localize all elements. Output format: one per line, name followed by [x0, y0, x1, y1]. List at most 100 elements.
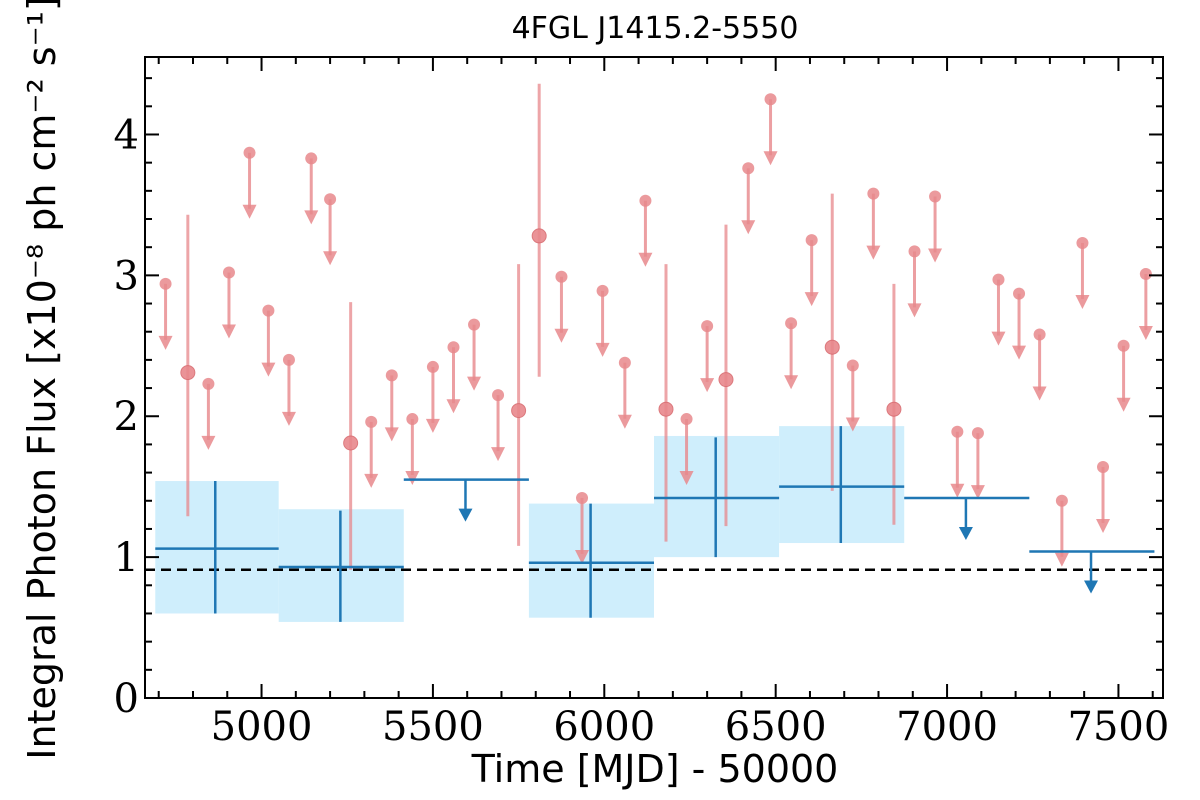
axes: 5000 5500 6000 6500 7000 7500 0 1 2 3 4 — [114, 56, 1170, 750]
fine-bin-upper-limit-arrow — [261, 362, 276, 377]
fine-bin-upper-limit-arrow — [384, 427, 399, 442]
fine-bin-upper-limit-arrow — [575, 549, 590, 564]
fine-bin-upper-limit-point — [1055, 494, 1068, 507]
x-axis-label: Time [MJD] - 50000 — [471, 747, 839, 791]
fine-bin-upper-limit-arrow — [1096, 518, 1111, 533]
y-tick-label: 3 — [114, 253, 139, 299]
fine-bin-upper-limit-arrow — [700, 378, 715, 393]
fine-bin-point — [718, 372, 734, 388]
fine-bin-upper-limit-point — [447, 341, 460, 354]
fine-bin-upper-limit-point — [929, 190, 942, 203]
data-marks — [145, 83, 1163, 622]
fine-bin-point — [511, 403, 527, 419]
fine-bin-point — [531, 228, 547, 244]
fine-bin-upper-limit-point — [1139, 267, 1152, 280]
fine-bin-upper-limit-point — [846, 359, 859, 372]
fine-bin-upper-limit-arrow — [425, 418, 440, 433]
fine-bin-upper-limit-arrow — [554, 328, 569, 343]
fine-bin-upper-limit-point — [618, 356, 631, 369]
fine-bin-upper-limit-arrow — [242, 204, 257, 219]
x-tick-label: 6000 — [553, 704, 655, 750]
fine-bin-point — [343, 435, 359, 451]
fine-bin-upper-limit-point — [282, 353, 295, 366]
fine-bin-upper-limit-arrow — [991, 331, 1006, 346]
fine-bin-upper-limit-arrow — [1075, 294, 1090, 309]
y-tick-label: 0 — [114, 676, 139, 722]
coarse-bin-upper-limit-arrow — [958, 526, 973, 540]
fine-bin-upper-limit-arrow — [845, 417, 860, 432]
x-tick-label: 7500 — [1068, 704, 1170, 750]
fine-bin-upper-limit-arrow — [281, 411, 296, 426]
fine-bin-upper-limit-point — [785, 317, 798, 330]
fine-bin-upper-limit-arrow — [405, 471, 420, 486]
fine-bin-upper-limit-point — [596, 284, 609, 297]
fine-bin-upper-limit-arrow — [866, 245, 881, 260]
fine-bin-upper-limit-point — [365, 415, 378, 428]
fine-bin-upper-limit-arrow — [928, 248, 943, 263]
fine-bin-upper-limit-point — [262, 304, 275, 317]
fine-bin-upper-limit-arrow — [158, 335, 173, 350]
fine-bin-upper-limit-point — [971, 427, 984, 440]
fine-bin-upper-limit-arrow — [970, 485, 985, 500]
fine-bin-upper-limit-arrow — [784, 375, 799, 390]
fine-bin-upper-limit-point — [406, 413, 419, 426]
y-tick-label: 1 — [114, 535, 139, 581]
fine-bin-upper-limit-arrow — [804, 292, 819, 307]
fine-bin-upper-limit-point — [576, 491, 589, 504]
fine-bin-upper-limit-point — [1033, 328, 1046, 341]
fine-bin-upper-limit-point — [1117, 339, 1130, 352]
fine-bin-upper-limit-point — [324, 193, 337, 206]
fine-bin-upper-limit-arrow — [1138, 325, 1153, 340]
fine-bin-upper-limit-point — [1097, 460, 1110, 473]
fine-bin-upper-limit-point — [468, 318, 481, 331]
y-tick-label: 2 — [114, 394, 139, 440]
fine-bin-upper-limit-point — [867, 187, 880, 200]
fine-bin-upper-limit-point — [243, 146, 256, 159]
fine-bin-upper-limit-arrow — [763, 151, 778, 166]
fine-bin-upper-limit-arrow — [679, 471, 694, 486]
fine-bin-upper-limit-arrow — [1032, 386, 1047, 401]
fine-bin-upper-limit-arrow — [221, 324, 236, 339]
fine-bin-upper-limit-arrow — [595, 342, 610, 357]
fine-bin-upper-limit-point — [1076, 236, 1089, 249]
fine-bin-upper-limit-point — [805, 234, 818, 247]
fine-bin-upper-limit-point — [385, 369, 398, 382]
fine-bin-upper-limit-point — [159, 277, 172, 290]
x-tick-label: 5000 — [211, 704, 313, 750]
fine-bin-upper-limit-arrow — [617, 414, 632, 429]
fine-bin-upper-limit-point — [908, 245, 921, 258]
x-tick-label: 7000 — [896, 704, 998, 750]
fine-bin-upper-limit-point — [951, 425, 964, 438]
fine-bin-upper-limit-arrow — [323, 251, 338, 266]
fine-bin-upper-limit-point — [202, 377, 215, 390]
fine-bin-upper-limit-point — [222, 266, 235, 279]
fine-bin-upper-limit-point — [764, 93, 777, 106]
y-axis-label: Integral Photon Flux [x10⁻⁸ ph cm⁻² s⁻¹] — [20, 0, 64, 760]
fine-bin-point — [886, 401, 902, 417]
fine-bin-upper-limit-point — [492, 389, 505, 402]
fine-bin-upper-limit-arrow — [1054, 552, 1069, 567]
fine-bin-upper-limit-arrow — [1116, 397, 1131, 412]
fine-bin-upper-limit-point — [701, 320, 714, 333]
fine-bin-upper-limit-arrow — [304, 210, 319, 225]
fine-bin-upper-limit-arrow — [467, 376, 482, 391]
fine-bin-upper-limit-arrow — [741, 220, 756, 235]
fine-bin-upper-limit-point — [680, 413, 693, 426]
fine-bin-upper-limit-arrow — [364, 473, 379, 488]
plot-frame — [144, 56, 1164, 699]
fine-bin-upper-limit-arrow — [950, 483, 965, 498]
fine-bin-upper-limit-point — [555, 270, 568, 283]
fine-bin-upper-limit-arrow — [638, 252, 653, 267]
y-tick-label: 4 — [114, 112, 139, 158]
chart-title: 4FGL J1415.2-5550 — [512, 11, 799, 46]
fine-bin-upper-limit-arrow — [201, 435, 216, 450]
coarse-bin-bands — [155, 426, 905, 622]
fine-bin-upper-limit-point — [426, 360, 439, 373]
fine-bin-upper-limit-point — [1013, 287, 1026, 300]
fine-bin-upper-limit-arrow — [907, 303, 922, 318]
fine-bin-upper-limit-point — [992, 273, 1005, 286]
fine-bin-upper-limit-arrow — [491, 447, 506, 462]
x-tick-label: 6500 — [725, 704, 827, 750]
coarse-bin-upper-limit-arrow — [458, 508, 473, 522]
x-tick-label: 5500 — [382, 704, 484, 750]
